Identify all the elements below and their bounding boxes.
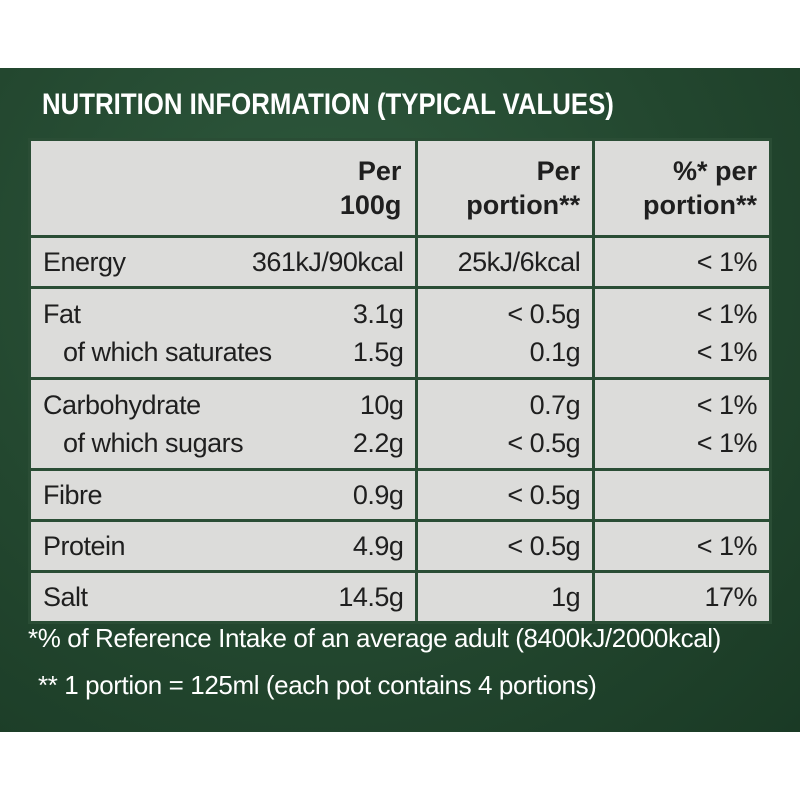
value-per-100g: 4.9g — [352, 531, 404, 561]
footnote-reference-intake: *% of Reference Intake of an average adu… — [28, 623, 721, 653]
footnote-portion-size: ** 1 portion = 125ml (each pot contains … — [38, 670, 597, 700]
ri-cell: < 1% < 1% — [592, 377, 772, 471]
per-portion-cell: 1g — [415, 570, 596, 624]
nutrition-title: NUTRITION INFORMATION (TYPICAL VALUES) — [42, 88, 614, 121]
ri-cell: < 1% — [592, 235, 772, 289]
ri-cell — [592, 468, 772, 522]
nutrient-line: Fat 3.1g — [43, 295, 404, 333]
header-row: Per 100g Per portion** %* per portion** — [27, 138, 772, 238]
value-ri-percent: < 1% — [696, 390, 758, 420]
per-portion-cell: 25kJ/6kcal — [415, 235, 596, 289]
per-portion-cell: < 0.5g 0.1g — [415, 286, 596, 380]
nutrient-line: Energy 361kJ/90kcal — [43, 243, 404, 281]
value-per-portion: 25kJ/6kcal — [457, 247, 581, 277]
nutrient-line: of which sugars 2.2g — [43, 424, 404, 462]
nutrient-row: Energy 361kJ/90kcal 25kJ/6kcal < 1% — [27, 235, 772, 289]
value-per-100g: 10g — [359, 390, 404, 420]
nutrient-label: Fibre — [43, 480, 103, 510]
nutrient-label-cell: Fat 3.1g of which saturates 1.5g — [27, 286, 419, 380]
header-per-portion: Per portion** — [415, 138, 596, 238]
value-per-portion: < 0.5g — [507, 531, 581, 561]
ri-cell: < 1% — [592, 519, 772, 573]
header-per-100g: Per 100g — [27, 138, 419, 238]
value-per-portion: < 0.5g — [507, 428, 581, 458]
per-portion-cell: < 0.5g — [415, 519, 596, 573]
nutrient-label-cell: Protein 4.9g — [27, 519, 419, 573]
value-per-100g: 1.5g — [352, 337, 404, 367]
nutrient-label: Protein — [43, 531, 126, 561]
nutrient-sub-label: of which saturates — [63, 337, 272, 367]
value-ri-percent: < 1% — [696, 428, 758, 458]
nutrition-table: Per 100g Per portion** %* per portion** … — [27, 138, 772, 624]
nutrient-label: Carbohydrate — [43, 390, 201, 420]
value-ri-percent: < 1% — [696, 337, 758, 367]
value-ri-percent: < 1% — [696, 299, 758, 329]
per-portion-cell: < 0.5g — [415, 468, 596, 522]
header-ri-per-portion: %* per portion** — [592, 138, 772, 238]
nutrient-label: Salt — [43, 582, 88, 612]
value-ri-percent: 17% — [704, 582, 757, 612]
ri-cell: 17% — [592, 570, 772, 624]
nutrient-row: Fibre 0.9g < 0.5g — [27, 468, 772, 522]
nutrient-label-cell: Carbohydrate 10g of which sugars 2.2g — [27, 377, 419, 471]
nutrient-row: Salt 14.5g 1g 17% — [27, 570, 772, 624]
value-per-100g: 2.2g — [352, 428, 404, 458]
value-per-100g: 361kJ/90kcal — [251, 247, 404, 277]
value-per-100g: 0.9g — [352, 480, 404, 510]
header-ri-line1: %* per — [672, 156, 757, 186]
header-per-100g-line2: 100g — [339, 190, 402, 220]
nutrient-row: Protein 4.9g < 0.5g < 1% — [27, 519, 772, 573]
nutrient-label-cell: Fibre 0.9g — [27, 468, 419, 522]
nutrient-sub-label: of which sugars — [63, 428, 244, 458]
value-ri-percent: < 1% — [696, 247, 758, 277]
nutrient-line: of which saturates 1.5g — [43, 333, 404, 371]
nutrient-line: Carbohydrate 10g — [43, 386, 404, 424]
nutrient-label-cell: Energy 361kJ/90kcal — [27, 235, 419, 289]
header-per-portion-line1: Per — [536, 156, 581, 186]
nutrient-label: Fat — [43, 299, 81, 329]
value-per-portion: 0.7g — [529, 390, 581, 420]
nutrient-label: Energy — [43, 247, 126, 277]
nutrient-line: Fibre 0.9g — [43, 476, 404, 514]
nutrient-label-cell: Salt 14.5g — [27, 570, 419, 624]
value-per-portion: < 0.5g — [507, 480, 581, 510]
ri-cell: < 1% < 1% — [592, 286, 772, 380]
value-per-portion: 1g — [551, 582, 581, 612]
value-per-100g: 14.5g — [338, 582, 404, 612]
nutrient-line: Protein 4.9g — [43, 527, 404, 565]
value-per-portion: < 0.5g — [507, 299, 581, 329]
nutrient-row: Carbohydrate 10g of which sugars 2.2g 0.7g < … — [27, 377, 772, 471]
per-portion-cell: 0.7g < 0.5g — [415, 377, 596, 471]
header-ri-line2: portion** — [643, 190, 757, 220]
value-per-portion: 0.1g — [529, 337, 581, 367]
nutrient-line: Salt 14.5g — [43, 578, 404, 616]
value-per-100g: 3.1g — [352, 299, 404, 329]
header-per-100g-line1: Per — [357, 156, 402, 186]
value-ri-percent: < 1% — [696, 531, 758, 561]
header-per-portion-line2: portion** — [466, 190, 581, 220]
nutrient-row: Fat 3.1g of which saturates 1.5g < 0.5g 0.1g <… — [27, 286, 772, 380]
